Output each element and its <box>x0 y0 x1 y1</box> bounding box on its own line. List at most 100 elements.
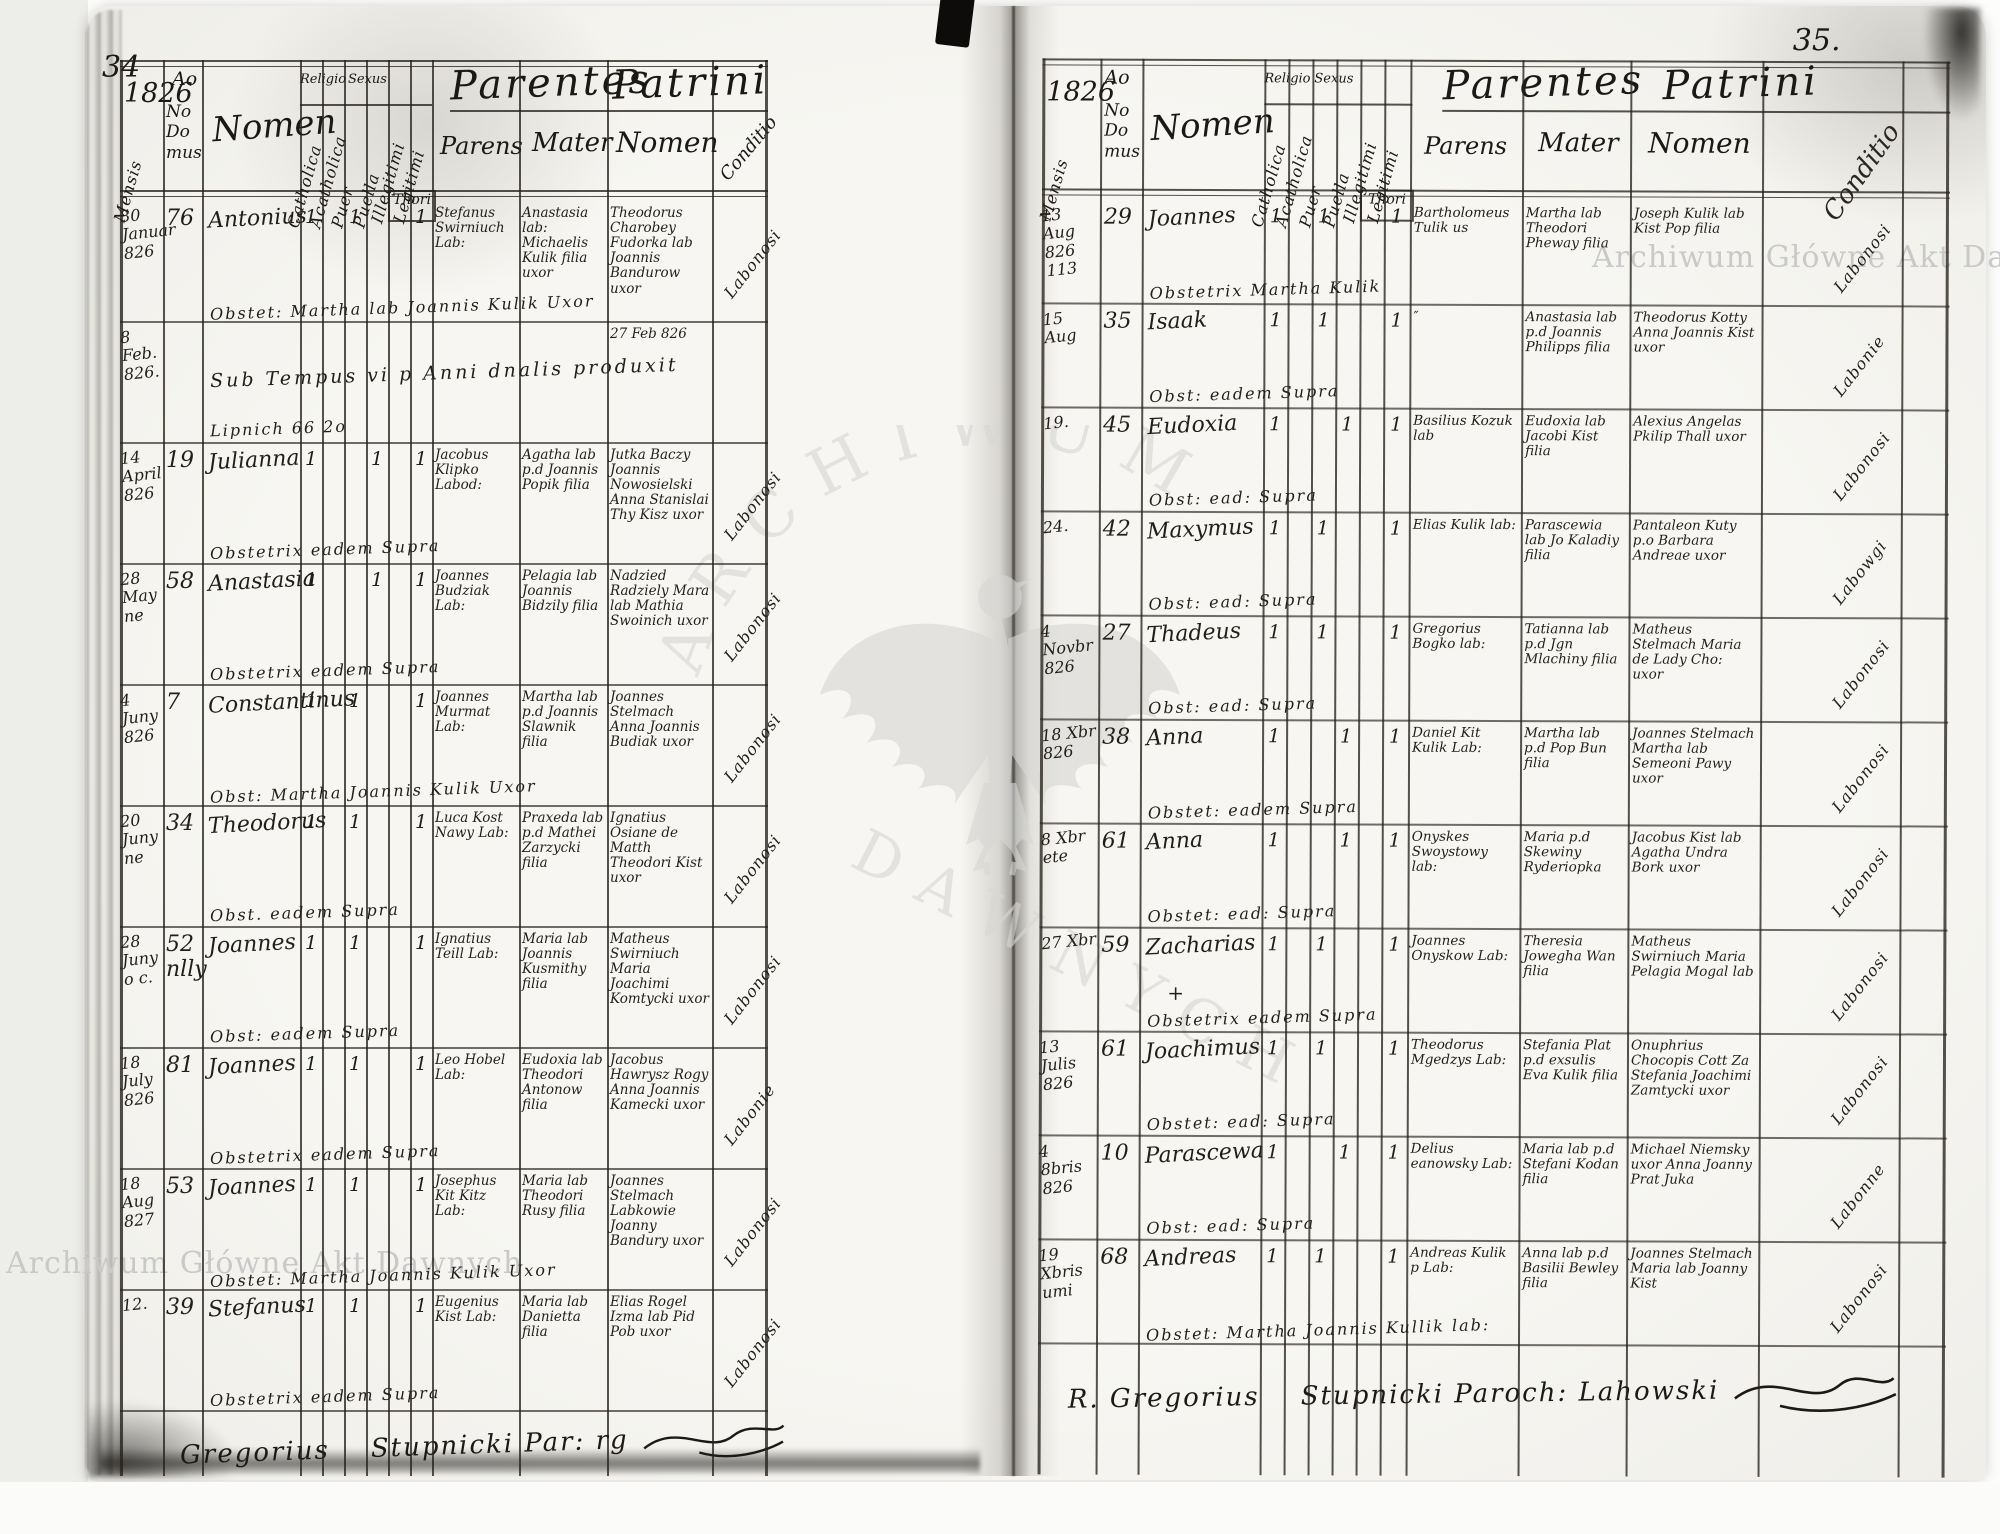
mark-puer: 1 <box>348 811 362 833</box>
eagle-silhouette <box>820 575 1180 876</box>
register-entry-row: 28 Juny o c. 52 nlly Joannes 1 1 1 Ignat… <box>119 926 785 1049</box>
entry-mother: Theresia Jowegha Wan filia <box>1523 933 1616 980</box>
entry-house-number: 61 <box>1101 828 1130 854</box>
entry-date: 19 Xbris umi <box>1037 1244 1084 1302</box>
entry-godparents: Matheus Swirniuch Maria Pelagia Mogal la… <box>1631 933 1754 981</box>
entry-date: 28 Juny o c. <box>119 931 159 989</box>
col-header-domus: No Do mus <box>166 102 202 163</box>
mark-catholica: 1 <box>1266 1037 1280 1060</box>
signature-flourish <box>643 1424 785 1458</box>
entry-house-number: 59 <box>1101 932 1130 958</box>
entry-father: Ignatius Teill Lab: <box>435 931 499 963</box>
mark-puer: 1 <box>1317 205 1331 228</box>
register-entry-row: 28 May ne 58 Anastasia 1 1 1 Joannes Bud… <box>119 563 785 686</box>
entry-date: 18 July 826 <box>119 1052 156 1110</box>
entry-midwife-note: Obst: eadem Supra <box>209 1020 401 1047</box>
entry-father: Josephus Kit Kitz Lab: <box>435 1173 497 1220</box>
entry-godparents: Jacobus Hawrysz Rogy Anna Joannis Kameck… <box>610 1052 709 1114</box>
entry-village: Labonosi <box>1828 428 1895 505</box>
entry-house-number: 58 <box>166 569 194 594</box>
entry-date: 19. <box>1042 411 1070 434</box>
mark-puer: 1 <box>348 1174 362 1196</box>
entry-mother: Stefania Plat p.d exsulis Eva Kulik fili… <box>1522 1037 1619 1084</box>
entry-mother: Maria lab Joannis Kusmithy filia <box>522 931 588 993</box>
entry-date: 8 Feb. 826. <box>119 327 161 384</box>
mark-legitimi: 1 <box>1389 621 1402 644</box>
mark-puer: 1 <box>1314 1245 1327 1268</box>
register-entry-row: 8 Xbr ete 61 Anna 1 1 1 Onyskes Swoystow… <box>1039 822 1948 932</box>
entry-midwife-note: Obst: ead: Supra <box>1146 1213 1316 1238</box>
mark-puella: 1 <box>370 448 384 470</box>
entry-father: Daniel Kit Kulik Lab: <box>1412 724 1482 757</box>
mark-catholica: 1 <box>1269 205 1283 228</box>
entry-house-number: 76 <box>166 206 194 231</box>
mark-legitimi: 1 <box>414 932 428 954</box>
entry-date: 4 Novbr 826 <box>1039 621 1094 678</box>
mark-catholica: 1 <box>1267 933 1280 956</box>
entry-godparents: Elias Rogel Izma lab Pid Pob uxor <box>610 1294 695 1341</box>
grid-line <box>765 60 768 1476</box>
entry-house-number: 19 <box>166 448 194 473</box>
entry-house-number: 34 <box>166 811 194 836</box>
register-entry-row: 30 Januar 826 76 Antonius 1 1 1 Stefanus… <box>119 200 785 324</box>
entry-village: Labonosi <box>1826 1052 1893 1129</box>
register-entry-row: 18 July 826 81 Joannes 1 1 1 Leo Hobel L… <box>119 1047 779 1170</box>
register-entry-row: 15 Aug 35 Isaak 1 1 1 ″ Anastasia lab p.… <box>1041 302 1950 412</box>
entry-godparents: Matheus Swirniuch Maria Joachimi Komtyck… <box>610 931 709 1008</box>
entry-midwife-note: Obstet: Martha Joannis Kulik Uxor <box>209 1259 557 1292</box>
mark-puella: 1 <box>370 569 384 591</box>
mark-puer: 1 <box>348 932 362 954</box>
entry-midwife-note: Obstetrix eadem Supra <box>209 1140 441 1169</box>
entry-house-number: 10 <box>1100 1140 1129 1166</box>
grid-line <box>322 60 324 1476</box>
entry-godparents: Joannes Stelmach Martha lab Semeoni Pawy… <box>1631 725 1755 787</box>
entry-midwife-note: Obstet: Martha Joannis Kullik lab: <box>1145 1314 1491 1345</box>
group-header-patrini: Patrini <box>1661 58 1820 110</box>
entry-death-cross: + <box>1167 980 1185 1005</box>
mark-catholica: 1 <box>304 206 318 228</box>
entry-village: Labonie <box>1829 331 1889 401</box>
group-header-parentes: Parentes <box>1441 57 1645 110</box>
mark-legitimi: 1 <box>414 690 428 712</box>
watermark-text-bottom-left: Archiwum Główne Akt Dawnych <box>6 1246 524 1281</box>
entry-mother: Praxeda lab p.d Mathei Zarzycki filia <box>522 810 604 872</box>
grid-line <box>607 60 609 1476</box>
mark-legitimi: 1 <box>1389 725 1402 748</box>
mark-legitimi: 1 <box>414 448 428 470</box>
entry-child-name: Constantinus <box>207 686 356 719</box>
signature-flourish <box>1733 1377 1897 1412</box>
entry-child-name: Parascewa <box>1144 1138 1265 1169</box>
priest-signature-right: R. Gregorius Stupnicki Paroch: Lahowski <box>1068 1366 1900 1424</box>
register-entry-row: 13 Julis 826 61 Joachimus 1 1 1 Theodoru… <box>1038 1030 1948 1140</box>
register-entry-row: 24. 42 Maxymus 1 1 1 Elias Kulik lab: Pa… <box>1040 510 1949 620</box>
entry-mother: Maria lab Danietta filia <box>522 1294 588 1341</box>
entry-godparents: Joannes Stelmach Labkowie Joanny Bandury… <box>610 1173 704 1250</box>
entry-father: ″ <box>1413 308 1419 325</box>
entry-house-number: 53 <box>166 1174 194 1199</box>
entry-child-name: Joannes <box>1147 202 1237 233</box>
mark-catholica: 1 <box>1266 1245 1279 1268</box>
entry-father: Basilius Kozuk lab <box>1413 412 1513 444</box>
entry-godparents: Ignatius Osiane de Matth Theodori Kist u… <box>610 810 703 887</box>
entry-godparents: Jutka Baczy Joannis Nowosielski Anna Sta… <box>610 447 709 524</box>
entry-house-number: 27 <box>1102 620 1131 646</box>
entry-house-number: 81 <box>166 1053 194 1078</box>
entry-father: Joannes Onyskow Lab: <box>1411 932 1509 965</box>
register-page-left: 34 1826 Ao Mensis No Do mus Nomen Religi… <box>102 50 785 1476</box>
entry-mother: Anastasia lab p.d Joannis Philipps filia <box>1525 309 1618 356</box>
scanner-margin <box>0 1482 2000 1534</box>
entry-date: 15 Aug <box>1041 308 1078 348</box>
mark-puer: 1 <box>348 1053 362 1075</box>
entry-father: Andreas Kulik p Lab: <box>1410 1244 1507 1276</box>
entry-mother: Eudoxia lab Theodori Antonow filia <box>522 1052 603 1114</box>
entry-date: 8 Xbr ete <box>1039 825 1087 868</box>
entry-midwife-note: Obstetrix eadem Supra <box>209 535 441 564</box>
entry-mother: Martha lab p.d Joannis Slawnik filia <box>522 689 599 751</box>
mark-catholica: 1 <box>304 932 318 954</box>
mark-catholica: 1 <box>1266 1141 1279 1164</box>
entry-date: 13 Aug 826 113 <box>1040 204 1079 281</box>
entry-godparents: 27 Feb 826 <box>610 326 687 342</box>
entry-godparents: Jacobus Kist lab Agatha Undra Bork uxor <box>1631 829 1742 876</box>
entry-father: Jacobus Klipko Labod: <box>435 447 489 494</box>
entry-midwife-note: Obstet: Martha lab Joannis Kulik Uxor <box>209 291 595 324</box>
